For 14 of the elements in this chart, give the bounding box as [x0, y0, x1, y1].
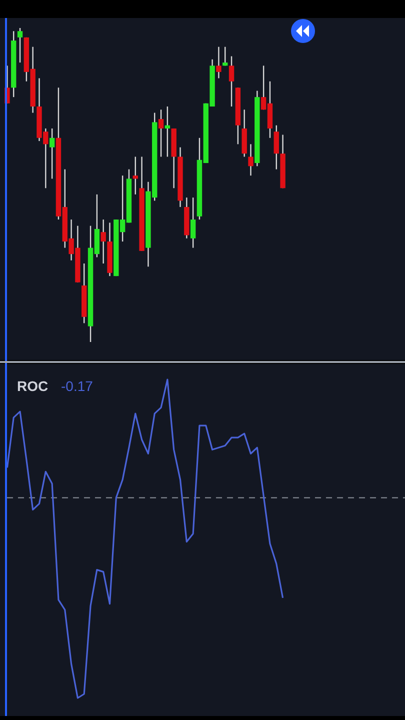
candlestick: [248, 144, 254, 176]
candlestick: [190, 196, 196, 248]
candlestick: [216, 46, 222, 79]
candlestick: [158, 109, 164, 158]
candlestick: [132, 156, 138, 196]
candlestick: [164, 106, 170, 158]
candlestick: [274, 124, 279, 170]
chart-subtitle: -0.17: [61, 378, 94, 394]
candlestick: [228, 56, 234, 108]
candlestick: [49, 128, 55, 180]
candlestick: [100, 218, 106, 264]
candlestick: [17, 27, 23, 64]
chart-title: ROC: [17, 378, 48, 394]
candlestick: [222, 46, 228, 66]
